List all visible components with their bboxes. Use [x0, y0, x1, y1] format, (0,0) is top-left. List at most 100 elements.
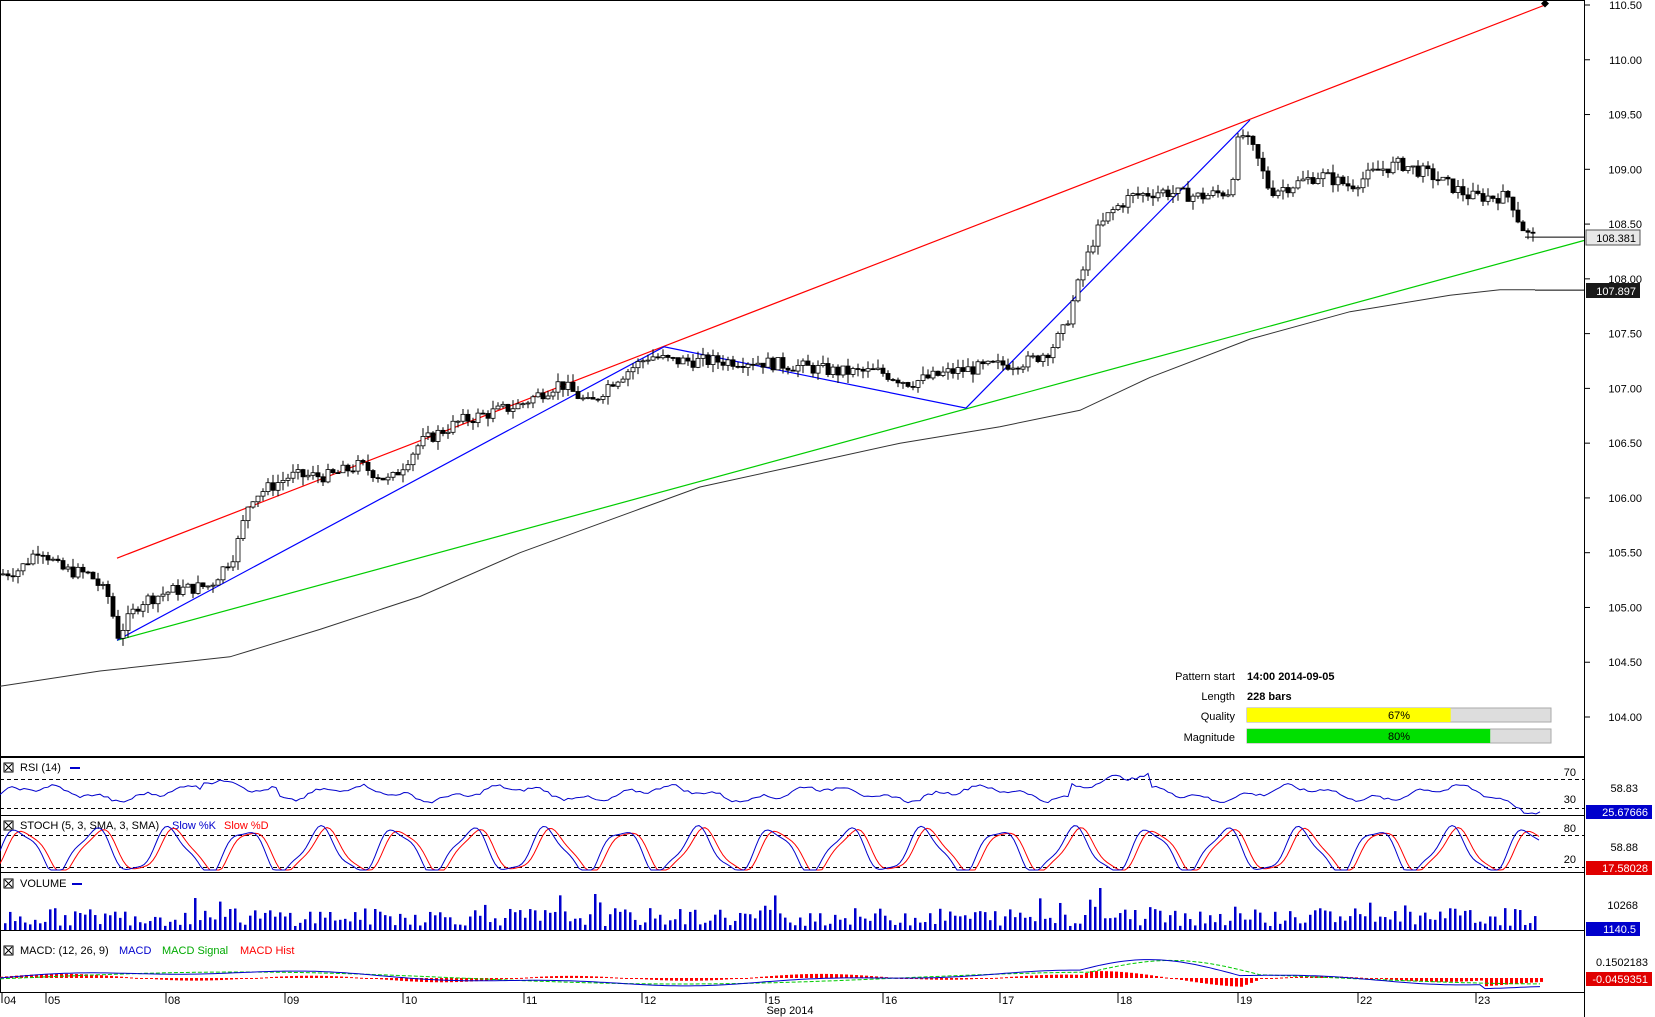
macd-hist-bar: [1045, 974, 1048, 978]
volume-bar: [1114, 917, 1117, 930]
candle-body: [1455, 186, 1461, 193]
candle-body: [1205, 194, 1211, 200]
candle-body: [1250, 135, 1256, 145]
volume-bar: [844, 918, 847, 930]
candle-body: [350, 470, 356, 473]
volume-bar: [194, 898, 197, 930]
candle-body: [1175, 187, 1181, 194]
volume-bar: [1304, 922, 1307, 930]
candle-body: [475, 412, 481, 424]
volume-bar: [1119, 913, 1122, 930]
candle-body: [65, 566, 71, 570]
candle-body: [980, 361, 986, 365]
candle-body: [1220, 192, 1226, 197]
candle-body: [575, 391, 581, 399]
volume-bar: [1329, 911, 1332, 930]
volume-bar: [889, 920, 892, 930]
candle-body: [1075, 279, 1081, 302]
volume-bar: [1439, 911, 1442, 930]
volume-bar: [209, 917, 212, 930]
macd-hist-bar: [465, 978, 468, 982]
candle-body: [795, 365, 801, 372]
macd-hist-bar: [525, 977, 528, 979]
candle-body: [805, 360, 811, 366]
macd-hist-bar: [395, 978, 398, 981]
macd-hist-bar: [1530, 978, 1533, 983]
macd-hist-bar: [1265, 978, 1268, 979]
candle-body: [405, 464, 411, 471]
volume-bar: [409, 924, 412, 930]
macd-hist-bar: [375, 978, 378, 979]
volume-bar: [584, 924, 587, 930]
candle-body: [590, 397, 596, 400]
candle-body: [660, 355, 666, 359]
candle-body: [1440, 176, 1446, 181]
macd-hist-bar: [780, 975, 783, 978]
macd-hist-bar: [620, 977, 623, 979]
macd-hist-bar: [1415, 978, 1418, 982]
macd-hist-bar: [1005, 977, 1008, 979]
macd-hist-bar: [245, 978, 248, 979]
candle-body: [1515, 209, 1521, 223]
candle-body: [670, 357, 676, 359]
candle-body: [675, 357, 681, 365]
volume-bar: [789, 922, 792, 930]
price-tick-label: 108.00: [1608, 274, 1642, 286]
candle-body: [1005, 364, 1011, 370]
macd-line: [0, 959, 1541, 990]
volume-bar: [1369, 902, 1372, 930]
volume-bar: [1324, 910, 1327, 930]
macd-hist-bar: [95, 974, 98, 978]
macd-hist-bar: [190, 978, 193, 981]
macd-hist-bar: [715, 978, 718, 981]
candle-body: [230, 561, 236, 568]
volume-bar: [144, 923, 147, 930]
candle-body: [1320, 172, 1326, 180]
stoch-panel: STOCH (5, 3, SMA, 3, SMA) Slow %K Slow %…: [0, 815, 1652, 875]
price-tick-label: 106.50: [1608, 438, 1642, 450]
volume-bar: [489, 922, 492, 930]
candle-body: [1130, 193, 1136, 196]
candle-body: [1150, 195, 1156, 199]
macd-hist-bar: [170, 978, 173, 981]
macd-hist-bar: [1230, 978, 1233, 987]
macd-hist-bar: [765, 976, 768, 978]
candle-body: [135, 608, 141, 612]
candle-body: [1095, 224, 1101, 247]
candle-body: [385, 476, 391, 481]
candle-body: [280, 479, 286, 484]
candle-body: [260, 491, 266, 497]
macd-hist-bar: [995, 977, 998, 979]
macd-hist-bar: [125, 977, 128, 979]
macd-hist-bar: [1120, 971, 1123, 978]
volume-bar: [734, 920, 737, 930]
macd-hist-bar: [1110, 971, 1113, 978]
macd-hist-bar: [1065, 974, 1068, 978]
volume-bar: [24, 922, 27, 930]
macd-hist-bar: [120, 976, 123, 978]
macd-hist-bar: [1490, 978, 1493, 986]
candle-body: [745, 363, 751, 368]
candle-body: [785, 367, 791, 371]
macd-hist-bar: [1260, 978, 1263, 979]
candle-body: [325, 469, 331, 483]
candle-body: [1410, 165, 1416, 168]
volume-bar: [509, 908, 512, 930]
candle-body: [100, 584, 106, 586]
macd-hist-bar: [1500, 978, 1503, 986]
candle-body: [1025, 355, 1031, 368]
stoch-slowk-label: Slow %K: [172, 820, 217, 832]
candle-body: [635, 361, 641, 369]
x-tick-label: 23: [1478, 995, 1490, 1007]
volume-bar: [979, 911, 982, 930]
quality-value: 67%: [1388, 710, 1410, 722]
volume-bar: [299, 922, 302, 930]
volume-bar: [534, 910, 537, 930]
macd-hist-bar: [1210, 978, 1213, 985]
volume-bar: [694, 909, 697, 930]
macd-hist-bar: [1315, 976, 1318, 978]
candle-body: [555, 381, 561, 393]
candle-body: [1115, 205, 1121, 211]
macd-hist-bar: [315, 975, 318, 978]
